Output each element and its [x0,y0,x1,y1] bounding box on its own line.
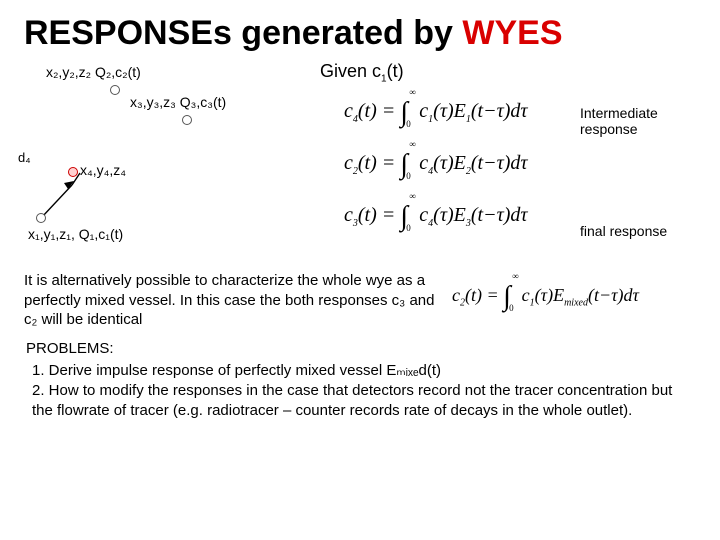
equation-c2-mixed: c2(t) = ∞∫0 c1(τ)Emixed(t−τ)dτ [452,277,639,309]
problems-heading: PROBLEMS: [26,340,696,357]
given-label: Given c1(t) [320,61,404,85]
node4-point [68,167,78,177]
node3-label: x₃,y₃,z₃ Q₃,c₃(t) [130,95,226,110]
node4-label: x₄,y₄,z₄ [80,163,126,178]
page-title: RESPONSEs generated by WYES [24,14,696,53]
equation-c3: c3(t) = ∞∫0 c4(τ)E3(t−τ)dτ [344,197,528,229]
title-part-a: RESPONSEs generated by [24,14,462,52]
d4-label: d₄ [18,151,31,165]
final-label: final response [580,223,667,239]
title-part-b: WYES [462,14,562,52]
node3-point [182,115,192,125]
problem-2: 2. How to modify the responses in the ca… [32,381,696,422]
diagram-area: x₂,y₂,z₂ Q₂,c₂(t) x₃,y₃,z₃ Q₃,c₃(t) d₄ x… [24,65,696,235]
equation-c4: c4(t) = ∞∫0 c1(τ)E1(t−τ)dτ [344,93,528,125]
node1-label: x₁,y₁,z₁, Q₁,c₁(t) [28,227,123,242]
equation-c2: c2(t) = ∞∫0 c4(τ)E2(t−τ)dτ [344,145,528,177]
explain-paragraph: It is alternatively possible to characte… [24,271,444,330]
node2-point [110,85,120,95]
node1-point [36,213,46,223]
problem-1: 1. Derive impulse response of perfectly … [32,361,696,381]
intermediate-label: Intermediate response [580,105,696,137]
node2-label: x₂,y₂,z₂ Q₂,c₂(t) [46,65,141,80]
